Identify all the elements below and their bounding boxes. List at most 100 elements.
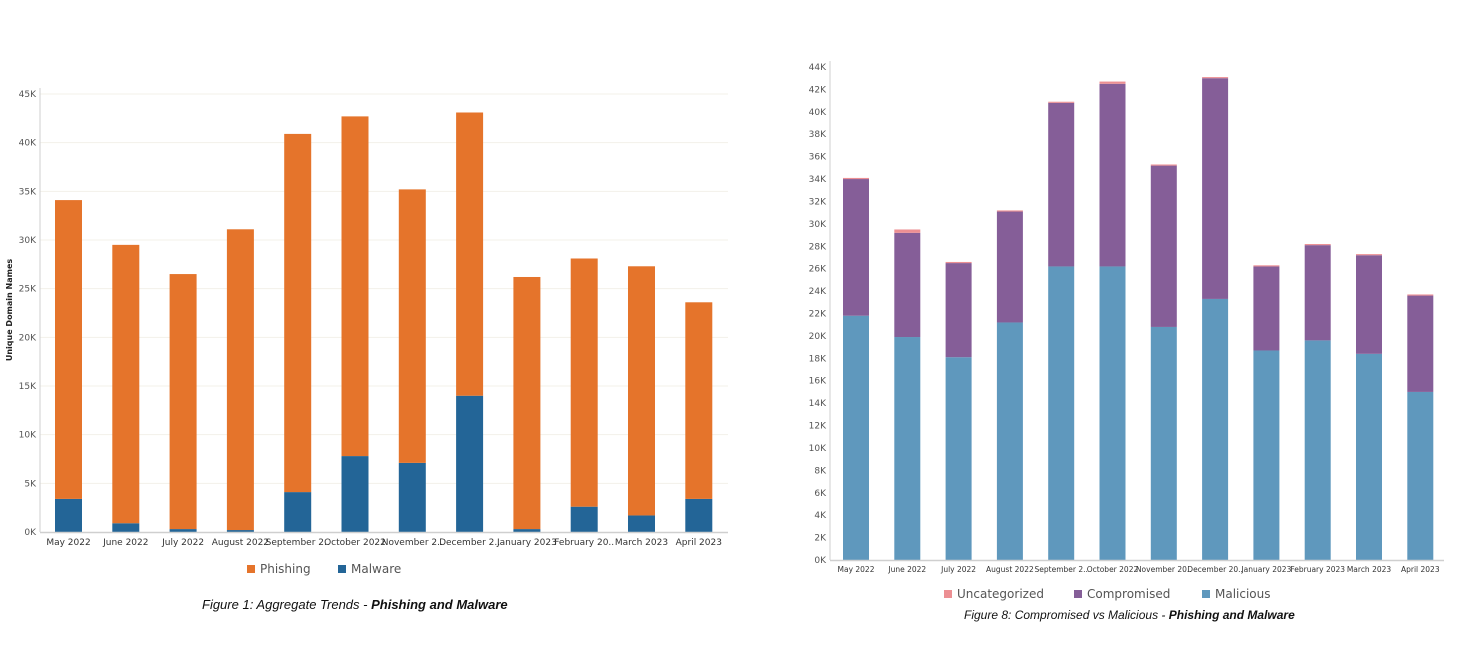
legend: Phishing Malware xyxy=(247,562,401,576)
y-tick-label: 20K xyxy=(809,332,827,342)
bar-phishing-september-2022 xyxy=(284,133,312,493)
y-tick-label: 10K xyxy=(19,431,37,441)
y-tick-label: 35K xyxy=(19,187,37,197)
x-tick-label: July 2022 xyxy=(940,565,976,574)
bar-uncategorized-january-2023 xyxy=(1253,265,1280,267)
x-tick-label: January 2023 xyxy=(1240,565,1291,574)
y-tick-label: 0K xyxy=(24,528,37,538)
bar-uncategorized-july-2022 xyxy=(945,261,972,264)
y-tick-label: 2K xyxy=(814,534,827,544)
bar-malicious-december-2022 xyxy=(1202,298,1229,560)
y-tick-label: 22K xyxy=(809,310,827,320)
y-tick-label: 0K xyxy=(814,556,827,566)
bar-malware-may-2022 xyxy=(55,498,82,532)
bar-compromised-december-2022 xyxy=(1202,78,1229,299)
bar-malware-january-2023 xyxy=(513,529,541,532)
bar-compromised-march-2023 xyxy=(1356,255,1382,354)
legend-label-malware: Malware xyxy=(351,562,401,576)
bar-malware-december-2022 xyxy=(456,395,484,532)
y-tick-label: 30K xyxy=(19,236,37,246)
bar-uncategorized-december-2022 xyxy=(1202,77,1229,79)
y-tick-label: 32K xyxy=(809,197,827,207)
legend-swatch-malware xyxy=(338,565,346,573)
y-tick-label: 40K xyxy=(809,108,827,118)
figure-1-caption-bold: Phishing and Malware xyxy=(371,597,508,612)
x-tick-label: January 2023 xyxy=(496,538,557,548)
y-tick-label: 25K xyxy=(19,285,37,295)
legend-label-malicious: Malicious xyxy=(1215,587,1271,601)
legend: Uncategorized Compromised Malicious xyxy=(944,587,1271,601)
x-tick-label: September 2.. xyxy=(1035,565,1088,574)
figure-8-caption: Figure 8: Compromised vs Malicious - Phi… xyxy=(964,608,1295,622)
bars xyxy=(843,77,1434,560)
y-tick-label: 4K xyxy=(814,511,827,521)
y-tick-label: 14K xyxy=(809,399,827,409)
y-axis-title: Unique Domain Names xyxy=(5,259,14,362)
x-tick-label: August 2022 xyxy=(212,538,269,548)
y-tick-label: 5K xyxy=(24,479,37,489)
bar-compromised-july-2022 xyxy=(945,263,972,358)
bar-uncategorized-november-2022 xyxy=(1150,164,1177,166)
y-tick-label: 15K xyxy=(19,382,37,392)
bar-malicious-june-2022 xyxy=(894,337,921,560)
bar-compromised-january-2023 xyxy=(1253,266,1280,351)
y-tick-label: 40K xyxy=(19,139,37,149)
bar-phishing-december-2022 xyxy=(456,112,484,396)
x-tick-label: November 2.. xyxy=(382,538,443,548)
bar-compromised-september-2022 xyxy=(1048,102,1075,267)
bar-malware-october-2022 xyxy=(341,456,369,532)
x-tick-label: October 2022 xyxy=(324,538,386,548)
bar-compromised-may-2022 xyxy=(843,179,869,316)
bar-malicious-october-2022 xyxy=(1099,266,1126,560)
bar-malware-november-2022 xyxy=(398,462,426,532)
bar-compromised-february-2023 xyxy=(1304,245,1331,341)
y-tick-label: 12K xyxy=(809,422,827,432)
x-tick-label: August 2022 xyxy=(986,565,1034,574)
bar-malicious-november-2022 xyxy=(1150,326,1177,560)
bar-compromised-june-2022 xyxy=(894,232,921,338)
x-tick-label: April 2023 xyxy=(676,538,722,548)
bar-malicious-august-2022 xyxy=(996,322,1023,560)
bar-malware-february-2023 xyxy=(570,506,598,532)
bar-uncategorized-march-2023 xyxy=(1356,254,1382,256)
figure-8-caption-bold: Phishing and Malware xyxy=(1168,608,1295,622)
y-tick-label: 8K xyxy=(814,466,827,476)
bar-phishing-january-2023 xyxy=(513,276,541,530)
x-tick-label: June 2022 xyxy=(887,565,926,574)
x-tick-label: February 20.. xyxy=(554,538,614,548)
bar-malicious-january-2023 xyxy=(1253,350,1280,560)
figure-1-caption: Figure 1: Aggregate Trends - Phishing an… xyxy=(202,597,508,612)
bar-malicious-july-2022 xyxy=(945,357,972,560)
bar-malware-april-2023 xyxy=(685,498,713,532)
bar-malware-march-2023 xyxy=(628,515,655,532)
y-tick-label: 18K xyxy=(809,354,827,364)
bar-compromised-october-2022 xyxy=(1099,83,1126,267)
bar-compromised-april-2023 xyxy=(1407,295,1434,392)
bar-uncategorized-april-2023 xyxy=(1407,294,1434,296)
x-tick-label: September 2.. xyxy=(266,538,330,548)
x-tick-label: December 2.. xyxy=(439,538,500,548)
x-tick-label: December 20.. xyxy=(1187,565,1243,574)
bar-malware-august-2022 xyxy=(226,530,254,532)
y-axis-ticks: 0K 5K 10K 15K 20K 25K 30K 35K 40K 45K xyxy=(19,90,728,538)
x-tick-label: April 2023 xyxy=(1401,565,1440,574)
bar-uncategorized-august-2022 xyxy=(996,210,1023,212)
bar-malicious-may-2022 xyxy=(843,315,869,560)
bar-phishing-june-2022 xyxy=(112,244,140,524)
bar-malicious-april-2023 xyxy=(1407,391,1434,560)
figure-1-caption-prefix: Figure 1: Aggregate Trends - xyxy=(202,597,372,612)
bar-malicious-march-2023 xyxy=(1356,353,1382,560)
y-tick-label: 16K xyxy=(809,377,827,387)
y-tick-label: 10K xyxy=(809,444,827,454)
bar-uncategorized-october-2022 xyxy=(1099,81,1126,84)
bar-uncategorized-may-2022 xyxy=(843,177,869,180)
y-tick-label: 36K xyxy=(809,153,827,163)
legend-swatch-uncategorized xyxy=(944,590,952,598)
legend-swatch-compromised xyxy=(1074,590,1082,598)
y-axis-ticks: 0K 2K 4K 6K 8K 10K 12K 14K 16K 18K 20K 22K 24K 26K 28K… xyxy=(809,63,827,566)
legend-swatch-malicious xyxy=(1202,590,1210,598)
y-tick-label: 34K xyxy=(809,175,827,185)
y-tick-label: 28K xyxy=(809,242,827,252)
bars xyxy=(55,112,713,532)
